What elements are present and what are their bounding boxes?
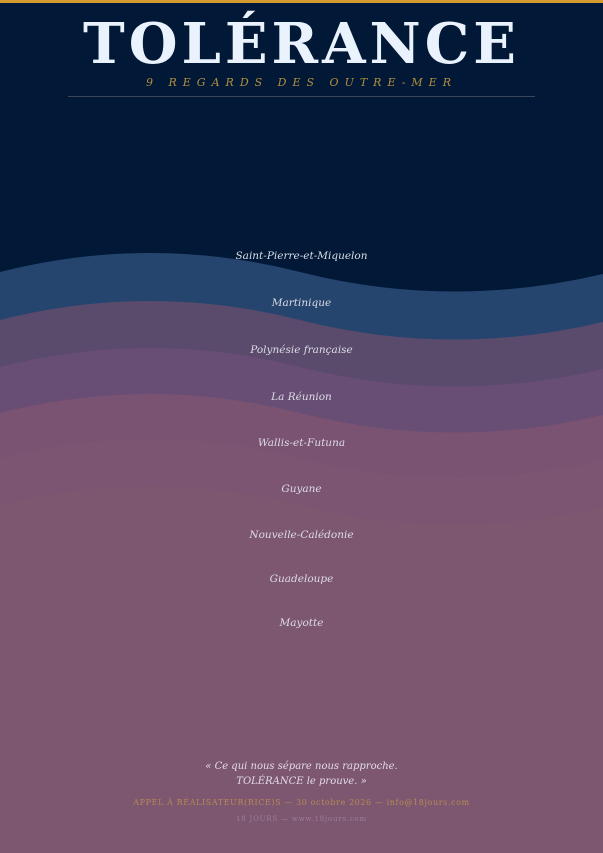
region-item: Nouvelle-Calédonie: [249, 529, 354, 541]
region-item: Guadeloupe: [269, 573, 334, 585]
call-for-entries: APPEL À RÉALISATEUR(RICE)S — 30 octobre …: [133, 798, 470, 807]
region-item: La Réunion: [271, 391, 332, 403]
divider: [68, 96, 535, 97]
region-item: Wallis-et-Futuna: [257, 437, 346, 449]
wave-band: [0, 486, 603, 853]
poster-subtitle: 9 REGARDS DES OUTRE-MER: [146, 76, 457, 89]
quote-line: TOLÉRANCE le prouve. »: [236, 776, 367, 787]
poster-title: TOLÉRANCE: [83, 11, 520, 77]
quote-line: « Ce qui nous sépare nous rapproche.: [205, 761, 398, 772]
region-item: Mayotte: [279, 617, 324, 629]
top-accent-bar: [0, 0, 603, 3]
region-item: Saint-Pierre-et-Miquelon: [235, 250, 368, 262]
region-item: Guyane: [281, 483, 322, 495]
region-item: Polynésie française: [250, 344, 353, 356]
quote: « Ce qui nous sépare nous rapproche. TOL…: [0, 759, 603, 789]
region-item: Martinique: [271, 297, 332, 309]
footer: 18 JOURS — www.18jours.com: [236, 815, 367, 823]
